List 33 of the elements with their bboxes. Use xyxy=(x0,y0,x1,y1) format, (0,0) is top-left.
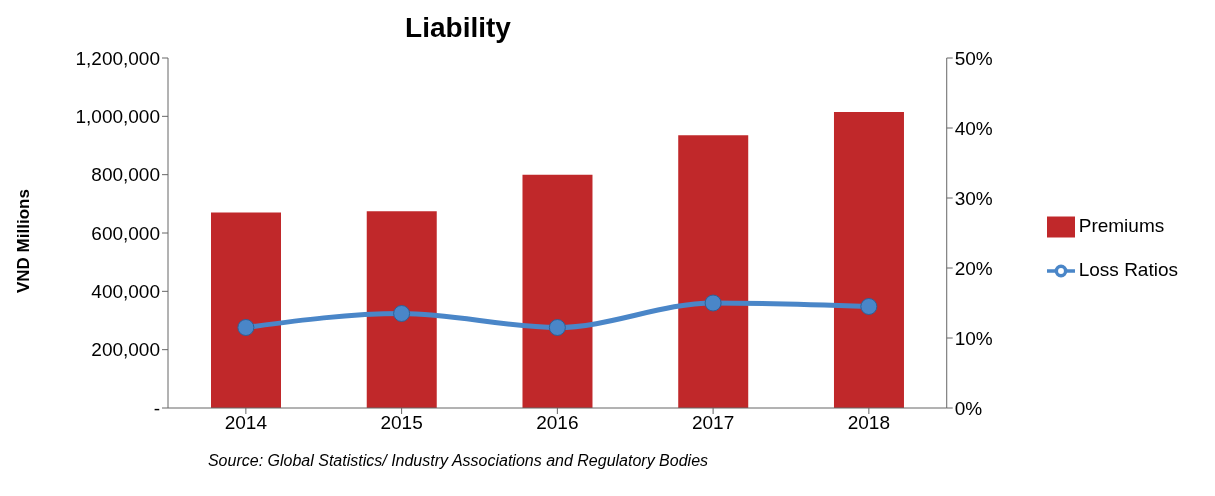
x-tick-label: 2016 xyxy=(536,412,579,434)
point xyxy=(548,319,566,336)
chart-title: Liability xyxy=(404,11,512,45)
y-axis-title: VND Millions xyxy=(14,189,34,293)
y2-tick-label: 10% xyxy=(954,327,993,349)
y-tick-label: 1,200,000 xyxy=(75,47,160,69)
bar xyxy=(366,211,437,408)
y-tick-label: 800,000 xyxy=(91,164,160,186)
bar xyxy=(833,111,904,408)
point xyxy=(393,305,411,322)
bar xyxy=(211,212,281,408)
x-tick-label: 2017 xyxy=(691,412,735,434)
x-tick-label: 2015 xyxy=(380,412,423,434)
point xyxy=(704,294,722,312)
legend-label: Premiums xyxy=(1078,215,1165,236)
y-tick-label: - xyxy=(153,397,160,419)
y-tick-label: 1,000,000 xyxy=(75,106,160,128)
legend-label: Loss Ratios xyxy=(1078,259,1178,280)
y2-tick-label: 30% xyxy=(954,187,993,209)
source-note: Source: Global Statistics/ Industry Associations and Regulatory Bodies xyxy=(206,452,710,470)
y2-tick-label: 20% xyxy=(954,257,993,279)
x-tick-label: 2018 xyxy=(847,412,890,434)
y-tick-label: 600,000 xyxy=(91,222,160,244)
point xyxy=(237,319,255,336)
bar xyxy=(678,135,749,408)
point xyxy=(860,298,878,315)
y-tick-label: 200,000 xyxy=(91,339,160,361)
y2-tick-label: 50% xyxy=(954,47,993,69)
x-tick-label: 2014 xyxy=(224,412,268,434)
y2-tick-label: 0% xyxy=(954,397,983,419)
bar xyxy=(522,174,593,408)
y2-tick-label: 40% xyxy=(954,117,993,139)
y-tick-label: 400,000 xyxy=(91,281,160,303)
